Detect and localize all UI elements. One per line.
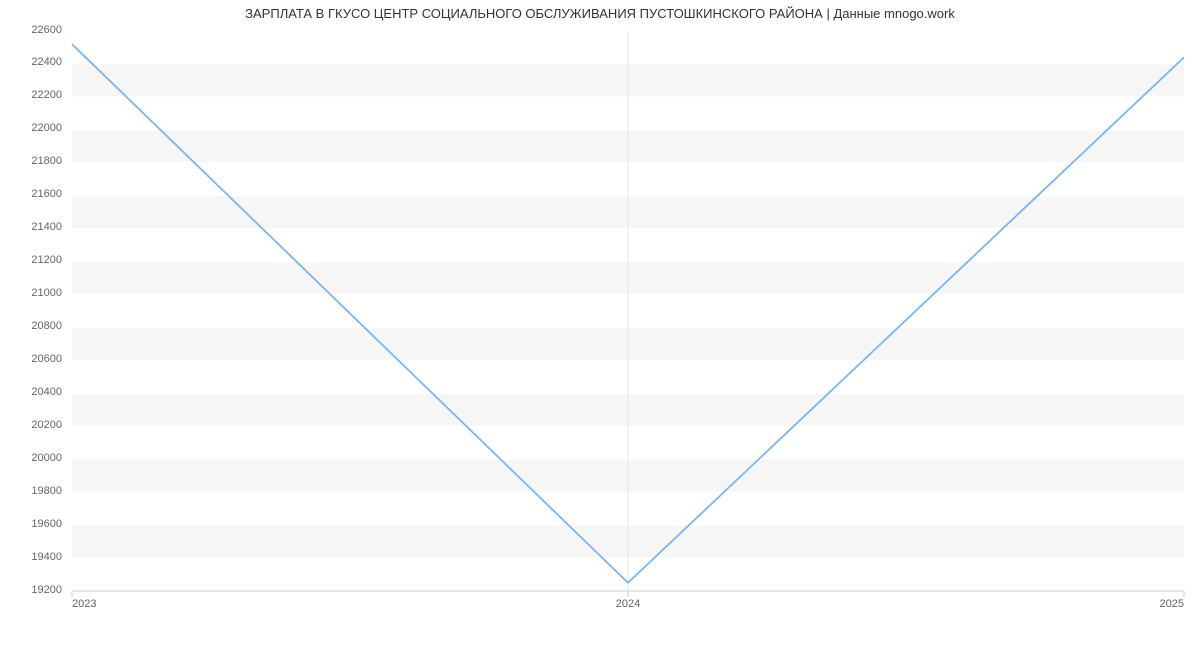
y-tick-label: 20000 — [0, 452, 62, 464]
y-tick-label: 22600 — [0, 24, 62, 36]
chart-title: ЗАРПЛАТА В ГКУСО ЦЕНТР СОЦИАЛЬНОГО ОБСЛУ… — [0, 6, 1200, 21]
y-tick-label: 19400 — [0, 551, 62, 563]
y-tick-label: 22000 — [0, 122, 62, 134]
y-tick-label: 22200 — [0, 89, 62, 101]
y-tick-label: 20600 — [0, 353, 62, 365]
plot-svg — [72, 31, 1184, 591]
y-tick-label: 20200 — [0, 419, 62, 431]
y-tick-label: 19200 — [0, 584, 62, 596]
y-tick-label: 22400 — [0, 56, 62, 68]
y-tick-label: 21200 — [0, 254, 62, 266]
y-tick-label: 20400 — [0, 386, 62, 398]
y-tick-label: 21000 — [0, 287, 62, 299]
plot-area — [72, 30, 1184, 591]
x-tick-label: 2023 — [72, 598, 96, 610]
y-tick-label: 21600 — [0, 188, 62, 200]
salary-line-chart: ЗАРПЛАТА В ГКУСО ЦЕНТР СОЦИАЛЬНОГО ОБСЛУ… — [0, 0, 1200, 650]
x-tick-label: 2025 — [1160, 598, 1184, 610]
x-tick-label: 2024 — [616, 598, 640, 610]
y-tick-label: 21400 — [0, 221, 62, 233]
y-tick-label: 19800 — [0, 485, 62, 497]
y-tick-label: 20800 — [0, 320, 62, 332]
y-tick-label: 19600 — [0, 518, 62, 530]
y-tick-label: 21800 — [0, 155, 62, 167]
